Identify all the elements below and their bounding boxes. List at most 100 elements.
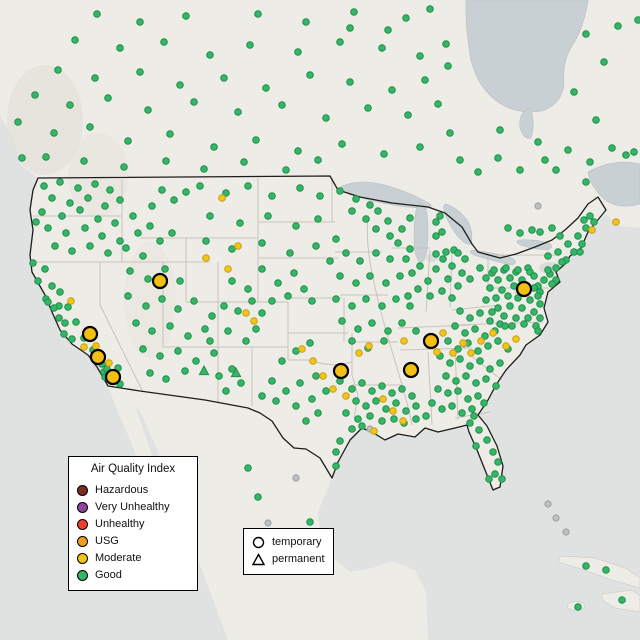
monitor-good-circle[interactable] (228, 245, 236, 253)
monitor-moderate-large-circle[interactable] (81, 325, 99, 343)
monitor-moderate-circle[interactable] (250, 317, 258, 325)
monitor-good-circle[interactable] (44, 298, 52, 306)
monitor-good-circle[interactable] (278, 357, 286, 365)
monitor-good-circle[interactable] (402, 407, 410, 415)
monitor-good-circle[interactable] (192, 357, 200, 365)
monitor-good-circle[interactable] (111, 219, 119, 227)
monitor-good-circle[interactable] (326, 257, 334, 265)
monitor-good-circle[interactable] (144, 275, 152, 283)
monitor-good-circle[interactable] (438, 287, 446, 295)
monitor-good-circle[interactable] (552, 166, 560, 174)
monitor-moderate-large-circle[interactable] (515, 280, 533, 298)
monitor-good-circle[interactable] (422, 412, 430, 420)
monitor-good-circle[interactable] (378, 44, 386, 52)
monitor-good-circle[interactable] (190, 98, 198, 106)
monitor-good-circle[interactable] (41, 265, 49, 273)
monitor-good-circle[interactable] (258, 239, 266, 247)
monitor-good-circle[interactable] (144, 106, 152, 114)
monitor-good-circle[interactable] (29, 259, 37, 267)
monitor-good-circle[interactable] (101, 202, 109, 210)
monitor-good-circle[interactable] (68, 247, 76, 255)
monitor-good-circle[interactable] (93, 10, 101, 18)
monitor-good-circle[interactable] (146, 369, 154, 377)
monitor-good-circle[interactable] (404, 111, 412, 119)
monitor-good-circle[interactable] (454, 249, 462, 257)
monitor-good-circle[interactable] (452, 377, 460, 385)
monitor-good-circle[interactable] (474, 347, 482, 355)
monitor-good-circle[interactable] (106, 186, 114, 194)
monitor-good-circle[interactable] (234, 307, 242, 315)
monitor-good-circle[interactable] (158, 186, 166, 194)
monitor-good-circle[interactable] (358, 422, 366, 430)
monitor-good-circle[interactable] (378, 302, 386, 310)
monitor-good-circle[interactable] (44, 224, 52, 232)
monitor-good-circle[interactable] (541, 156, 549, 164)
monitor-good-circle[interactable] (86, 123, 94, 131)
monitor-moderate-circle[interactable] (234, 242, 242, 250)
monitor-good-circle[interactable] (228, 277, 236, 285)
monitor-good-circle[interactable] (156, 237, 164, 245)
monitor-good-circle[interactable] (308, 297, 316, 305)
monitor-good-circle[interactable] (200, 165, 208, 173)
monitor-good-circle[interactable] (306, 339, 314, 347)
monitor-good-circle[interactable] (474, 392, 482, 400)
monitor-good-circle[interactable] (486, 317, 494, 325)
monitor-good-circle[interactable] (352, 195, 360, 203)
monitor-good-circle[interactable] (40, 182, 48, 190)
monitor-good-circle[interactable] (184, 332, 192, 340)
monitor-good-circle[interactable] (398, 319, 406, 327)
monitor-good-circle[interactable] (448, 262, 456, 270)
monitor-good-circle[interactable] (181, 367, 189, 375)
monitor-good-circle[interactable] (582, 178, 590, 186)
monitor-good-circle[interactable] (421, 76, 429, 84)
monitor-good-circle[interactable] (274, 279, 282, 287)
monitor-good-circle[interactable] (388, 86, 396, 94)
monitor-good-circle[interactable] (602, 566, 610, 574)
monitor-good-circle[interactable] (162, 375, 170, 383)
monitor-good-circle[interactable] (442, 248, 450, 256)
monitor-good-circle[interactable] (494, 276, 502, 284)
monitor-good-circle[interactable] (196, 182, 204, 190)
monitor-good-circle[interactable] (208, 312, 216, 320)
monitor-good-circle[interactable] (354, 325, 362, 333)
monitor-good-circle[interactable] (492, 382, 500, 390)
monitor-good-circle[interactable] (384, 26, 392, 34)
monitor-good-circle[interactable] (600, 58, 608, 66)
monitor-good-circle[interactable] (240, 158, 248, 166)
monitor-good-circle[interactable] (530, 308, 538, 316)
monitor-good-circle[interactable] (206, 337, 214, 345)
monitor-good-circle[interactable] (142, 302, 150, 310)
monitor-good-circle[interactable] (388, 389, 396, 397)
monitor-good-circle[interactable] (464, 395, 472, 403)
monitor-good-circle[interactable] (224, 327, 232, 335)
monitor-good-circle[interactable] (480, 399, 488, 407)
monitor-good-circle[interactable] (416, 262, 424, 270)
monitor-moderate-circle[interactable] (202, 254, 210, 262)
monitor-good-circle[interactable] (574, 232, 582, 240)
monitor-good-circle[interactable] (461, 329, 469, 337)
monitor-good-circle[interactable] (412, 402, 420, 410)
monitor-good-circle[interactable] (530, 272, 538, 280)
monitor-good-circle[interactable] (536, 314, 544, 322)
monitor-good-circle[interactable] (501, 322, 509, 330)
monitor-good-circle[interactable] (536, 228, 544, 236)
monitor-good-circle[interactable] (372, 249, 380, 257)
monitor-good-circle[interactable] (139, 252, 147, 260)
monitor-good-circle[interactable] (548, 224, 556, 232)
monitor-good-circle[interactable] (428, 399, 436, 407)
monitor-good-circle[interactable] (364, 104, 372, 112)
monitor-good-circle[interactable] (454, 282, 462, 290)
monitor-good-circle[interactable] (439, 255, 447, 263)
monitor-good-circle[interactable] (312, 242, 320, 250)
monitor-moderate-circle[interactable] (389, 407, 397, 415)
monitor-good-circle[interactable] (136, 18, 144, 26)
monitor-good-circle[interactable] (552, 264, 560, 272)
monitor-good-circle[interactable] (384, 217, 392, 225)
monitor-good-circle[interactable] (54, 66, 62, 74)
monitor-good-circle[interactable] (466, 362, 474, 370)
monitor-good-circle[interactable] (366, 201, 374, 209)
monitor-good-circle[interactable] (220, 74, 228, 82)
monitor-good-circle[interactable] (392, 399, 400, 407)
monitor-good-circle[interactable] (124, 292, 132, 300)
